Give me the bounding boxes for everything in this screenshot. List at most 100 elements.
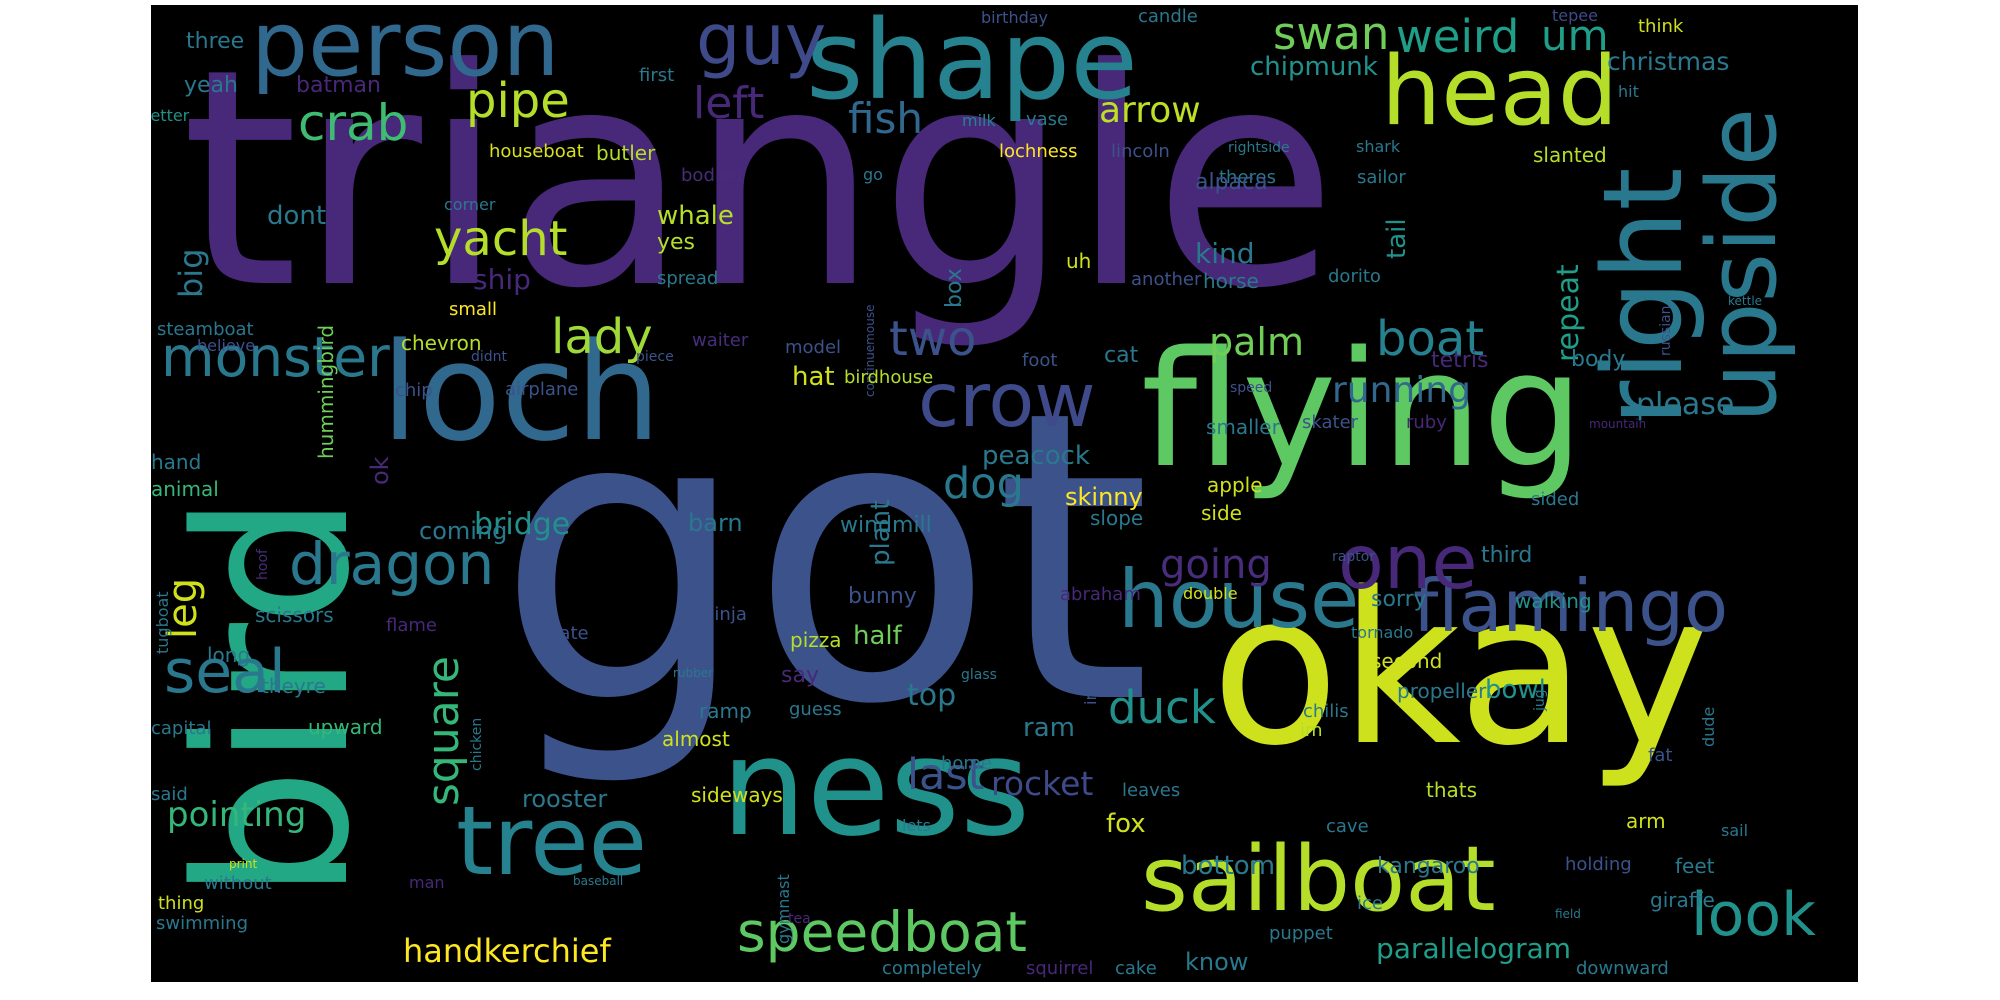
word-dog: dog: [943, 459, 1024, 509]
word-said: said: [151, 784, 188, 805]
word-okay: okay: [1211, 547, 1711, 792]
word-half: half: [853, 621, 902, 651]
word-completely: completely: [882, 958, 982, 979]
word-birthday: birthday: [981, 8, 1049, 27]
word-yacht: yacht: [434, 211, 568, 267]
word-downward: downward: [1576, 958, 1669, 979]
word-speed: speed: [1230, 380, 1273, 396]
word-ice: ice: [1357, 893, 1383, 914]
word-lochness: lochness: [999, 141, 1078, 162]
word-duck: duck: [1108, 681, 1216, 734]
word-bodied: bodied: [681, 165, 743, 186]
word-um: um: [1541, 11, 1609, 60]
word-lets: lets: [902, 816, 931, 835]
word-guess: guess: [789, 699, 842, 720]
word-hit: hit: [1618, 82, 1639, 101]
word-without: without: [204, 873, 272, 894]
word-milk: milk: [962, 111, 996, 130]
word-chilis: chilis: [1303, 701, 1349, 722]
word-uh: uh: [1066, 249, 1092, 273]
word-walking: walking: [1515, 589, 1592, 613]
word-kind: kind: [1195, 237, 1255, 270]
word-cat: cat: [1104, 343, 1139, 368]
word-two: two: [889, 311, 977, 367]
word-dragon: dragon: [289, 530, 495, 598]
word-gymnast: gymnast: [774, 874, 793, 945]
word-propeller: propeller: [1397, 679, 1487, 703]
word-palm: palm: [1209, 320, 1304, 364]
word-chicken: chicken: [469, 717, 485, 771]
word-giraffe: giraffe: [1650, 888, 1715, 912]
word-didnt: didnt: [471, 349, 508, 365]
word-say: say: [781, 663, 819, 688]
word-feet: feet: [1675, 854, 1715, 878]
word-ram: ram: [1023, 713, 1075, 743]
word-thing: thing: [158, 893, 205, 914]
word-plate: plate: [543, 623, 589, 644]
word-alpaca: alpaca: [1195, 170, 1268, 195]
word-speedboat: speedboat: [737, 900, 1027, 964]
word-corner: corner: [444, 195, 496, 214]
word-person: person: [251, 5, 560, 97]
word-please: please: [1636, 387, 1735, 422]
word-bunny: bunny: [848, 584, 917, 609]
word-smaller: smaller: [1206, 415, 1280, 439]
word-coming: coming: [419, 517, 508, 545]
word-another: another: [1131, 269, 1202, 290]
word-bottom: bottom: [1181, 851, 1276, 881]
word-believe: believe: [197, 336, 256, 355]
word-abraham: abraham: [1060, 584, 1141, 605]
word-barn: barn: [688, 509, 743, 537]
word-raptor: raptor: [1332, 549, 1376, 565]
word-cloud: got triangle bird okay flying loch ness shape pe…: [151, 5, 1858, 982]
word-dorito: dorito: [1328, 266, 1381, 287]
word-birdhouse: birdhouse: [844, 367, 934, 388]
word-swan: swan: [1273, 7, 1390, 60]
word-leaves: leaves: [1122, 780, 1181, 801]
word-head: head: [1381, 37, 1619, 147]
word-upward: upward: [308, 715, 383, 739]
word-scissors: scissors: [255, 603, 334, 627]
word-sided: sided: [1531, 489, 1580, 510]
word-chevron: chevron: [401, 331, 482, 355]
word-thats: thats: [1426, 778, 1478, 802]
word-tornado: tornado: [1351, 623, 1414, 642]
word-chipmunk: chipmunk: [1250, 52, 1378, 82]
word-boat: boat: [1376, 311, 1485, 367]
word-pizza: pizza: [790, 628, 842, 652]
word-going: going: [1160, 542, 1272, 588]
word-jug: jug: [1532, 689, 1548, 712]
word-airplane: airplane: [505, 379, 579, 400]
word-go: go: [863, 165, 883, 184]
word-kettle: kettle: [1728, 294, 1763, 308]
word-lady: lady: [551, 309, 653, 365]
word-piece: piece: [636, 349, 674, 365]
word-ship: ship: [473, 263, 531, 296]
word-sailor: sailor: [1357, 167, 1406, 188]
word-holding: holding: [1565, 854, 1632, 875]
word-field: field: [1555, 907, 1581, 921]
word-im: im: [1300, 720, 1323, 741]
word-parallelogram: parallelogram: [1376, 932, 1572, 965]
word-skinny: skinny: [1065, 483, 1143, 511]
word-waiter: waiter: [692, 330, 749, 351]
word-second: second: [1371, 649, 1443, 673]
word-apple: apple: [1207, 473, 1263, 497]
word-double: double: [1183, 584, 1238, 603]
word-ramp: ramp: [699, 699, 752, 723]
word-flame: flame: [386, 615, 437, 636]
word-kangaroo: kangaroo: [1377, 854, 1480, 879]
word-whale: whale: [657, 201, 734, 231]
word-upside: upside: [1688, 108, 1798, 424]
word-flying: flying: [1141, 316, 1584, 503]
word-loch: loch: [381, 314, 661, 471]
word-slope: slope: [1090, 506, 1144, 530]
word-shark: shark: [1356, 137, 1401, 156]
word-big: big: [172, 248, 210, 298]
word-model: model: [785, 337, 842, 358]
word-look: look: [1691, 880, 1816, 950]
word-spread: spread: [657, 268, 719, 289]
word-tugboat: tugboat: [153, 591, 172, 655]
word-ruby: ruby: [1406, 412, 1447, 433]
word-hat: hat: [792, 362, 835, 392]
